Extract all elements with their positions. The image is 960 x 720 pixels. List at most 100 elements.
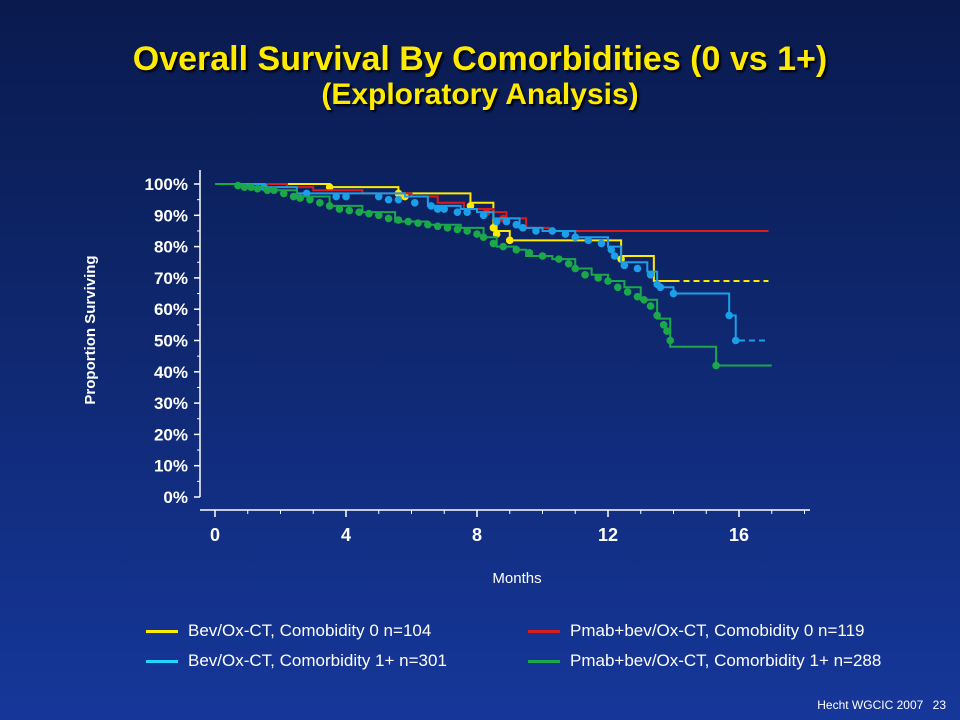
censor-marker-bev-comorbidity-0 — [325, 183, 334, 191]
censor-marker-pmab-comorbidity-1plus — [659, 321, 668, 329]
censor-marker-bev-comorbidity-1plus — [374, 192, 383, 201]
censor-marker-pmab-comorbidity-1plus — [404, 217, 413, 226]
censor-marker-pmab-comorbidity-1plus — [633, 292, 642, 301]
x-axis-label: Months — [492, 570, 541, 587]
censor-marker-pmab-comorbidity-1plus — [355, 208, 363, 216]
y-tick-label: 50% — [154, 332, 188, 351]
censor-marker-pmab-comorbidity-1plus — [394, 216, 403, 224]
censor-marker-bev-comorbidity-1plus — [302, 189, 311, 198]
censor-marker-bev-comorbidity-1plus — [342, 192, 350, 201]
censor-marker-pmab-comorbidity-1plus — [489, 239, 498, 248]
censor-marker-pmab-comorbidity-1plus — [253, 184, 262, 193]
x-tick-label: 4 — [341, 525, 351, 545]
censor-marker-pmab-comorbidity-1plus — [289, 192, 298, 201]
censor-marker-bev-comorbidity-0 — [505, 236, 514, 245]
y-tick-label: 0% — [163, 488, 188, 507]
legend-label: Pmab+bev/Ox-CT, Comobidity 0 n=119 — [570, 621, 865, 640]
censor-marker-bev-comorbidity-1plus — [548, 227, 557, 235]
censor-marker-bev-comorbidity-1plus — [502, 217, 511, 226]
legend-swatch — [528, 630, 560, 633]
censor-marker-pmab-comorbidity-1plus — [384, 214, 393, 223]
censor-marker-pmab-comorbidity-1plus — [263, 186, 272, 195]
legend-swatch — [146, 660, 178, 663]
y-tick-label: 100% — [145, 175, 188, 194]
chart-title: Overall Survival By Comorbidities (0 vs … — [132, 40, 828, 78]
censor-marker-bev-comorbidity-1plus — [597, 239, 606, 248]
censor-marker-bev-comorbidity-1plus — [384, 195, 393, 204]
censor-marker-pmab-comorbidity-1plus — [479, 233, 488, 242]
y-tick-label: 20% — [154, 425, 188, 444]
series-line-bev-comorbidity-0 — [215, 183, 674, 283]
censor-marker-pmab-comorbidity-1plus — [712, 361, 720, 370]
x-tick-label: 8 — [472, 525, 482, 545]
censor-marker-bev-comorbidity-1plus — [610, 252, 619, 260]
censor-marker-pmab-comorbidity-1plus — [306, 195, 314, 204]
censor-marker-bev-comorbidity-0 — [492, 230, 501, 238]
censor-marker-pmab-comorbidity-1plus — [538, 252, 547, 260]
censor-marker-bev-comorbidity-0 — [489, 224, 498, 232]
censor-marker-bev-comorbidity-1plus — [479, 211, 488, 220]
legend-swatch — [146, 630, 178, 633]
censor-marker-bev-comorbidity-1plus — [394, 195, 403, 204]
censor-marker-pmab-comorbidity-1plus — [571, 264, 580, 273]
censor-marker-pmab-comorbidity-1plus — [663, 327, 671, 335]
censor-marker-bev-comorbidity-1plus — [607, 245, 616, 254]
y-axis-label: Proportion Surviving — [82, 255, 99, 404]
chart-subtitle: (Exploratory Analysis) — [321, 78, 639, 111]
censor-marker-pmab-comorbidity-1plus — [640, 296, 648, 304]
y-tick-label: 40% — [154, 363, 188, 382]
censor-marker-pmab-comorbidity-1plus — [653, 311, 661, 320]
series-line-pmab-comorbidity-0 — [215, 183, 769, 232]
censor-marker-pmab-comorbidity-1plus — [564, 260, 573, 268]
censor-marker-bev-comorbidity-1plus — [332, 192, 340, 201]
censor-marker-bev-comorbidity-1plus — [433, 205, 442, 213]
censor-marker-bev-comorbidity-1plus — [725, 311, 733, 320]
censor-marker-bev-comorbidity-1plus — [440, 205, 449, 213]
censor-marker-bev-comorbidity-1plus — [731, 336, 740, 345]
footer-source: Hecht WGCIC 2007 — [817, 698, 924, 712]
censor-marker-pmab-comorbidity-1plus — [499, 242, 508, 251]
censor-marker-pmab-comorbidity-1plus — [279, 189, 288, 198]
title-block: Overall Survival By Comorbidities (0 vs … — [0, 40, 960, 112]
legend-label: Pmab+bev/Ox-CT, Comorbidity 1+ n=288 — [570, 651, 882, 670]
censor-marker-bev-comorbidity-1plus — [427, 202, 435, 210]
censor-marker-pmab-comorbidity-1plus — [433, 222, 442, 231]
legend-label: Bev/Ox-CT, Comorbidity 1+ n=301 — [188, 651, 447, 670]
censor-marker-bev-comorbidity-1plus — [492, 217, 501, 226]
censor-marker-pmab-comorbidity-1plus — [240, 183, 249, 191]
series-line-bev-comorbidity-1plus — [215, 183, 739, 342]
x-tick-label: 12 — [598, 525, 618, 545]
censor-marker-bev-comorbidity-1plus — [561, 230, 570, 238]
censor-marker-pmab-comorbidity-1plus — [374, 211, 383, 220]
page-number: 23 — [932, 698, 946, 712]
censor-marker-pmab-comorbidity-1plus — [594, 274, 602, 282]
censor-marker-pmab-comorbidity-1plus — [414, 219, 422, 227]
y-tick-label: 70% — [154, 269, 188, 288]
censor-marker-bev-comorbidity-1plus — [453, 208, 462, 216]
censor-marker-pmab-comorbidity-1plus — [234, 181, 242, 190]
censor-marker-pmab-comorbidity-1plus — [365, 209, 373, 218]
censor-marker-pmab-comorbidity-1plus — [424, 220, 432, 229]
censor-marker-pmab-comorbidity-1plus — [453, 225, 462, 234]
censor-marker-pmab-comorbidity-1plus — [325, 202, 334, 210]
censor-marker-pmab-comorbidity-1plus — [512, 245, 521, 254]
censor-marker-bev-comorbidity-1plus — [584, 236, 593, 245]
censor-marker-bev-comorbidity-1plus — [669, 289, 678, 298]
y-tick-label: 80% — [154, 238, 188, 257]
censor-marker-bev-comorbidity-1plus — [512, 220, 521, 229]
censor-marker-pmab-comorbidity-1plus — [316, 198, 324, 207]
censor-marker-pmab-comorbidity-1plus — [623, 288, 632, 296]
censor-marker-pmab-comorbidity-1plus — [247, 183, 255, 191]
censor-marker-pmab-comorbidity-1plus — [581, 270, 589, 279]
legend-label: Bev/Ox-CT, Comobidity 0 n=104 — [188, 621, 432, 640]
censor-marker-pmab-comorbidity-1plus — [463, 227, 471, 235]
censor-marker-bev-comorbidity-1plus — [620, 261, 629, 270]
censor-marker-pmab-comorbidity-1plus — [614, 283, 622, 292]
censor-marker-bev-comorbidity-1plus — [519, 224, 527, 232]
y-tick-label: 90% — [154, 206, 188, 225]
censor-marker-pmab-comorbidity-1plus — [555, 255, 563, 263]
censor-marker-bev-comorbidity-1plus — [463, 208, 471, 216]
censor-marker-pmab-comorbidity-1plus — [473, 230, 481, 238]
x-tick-label: 0 — [210, 525, 220, 545]
censor-marker-bev-comorbidity-0 — [466, 202, 475, 210]
